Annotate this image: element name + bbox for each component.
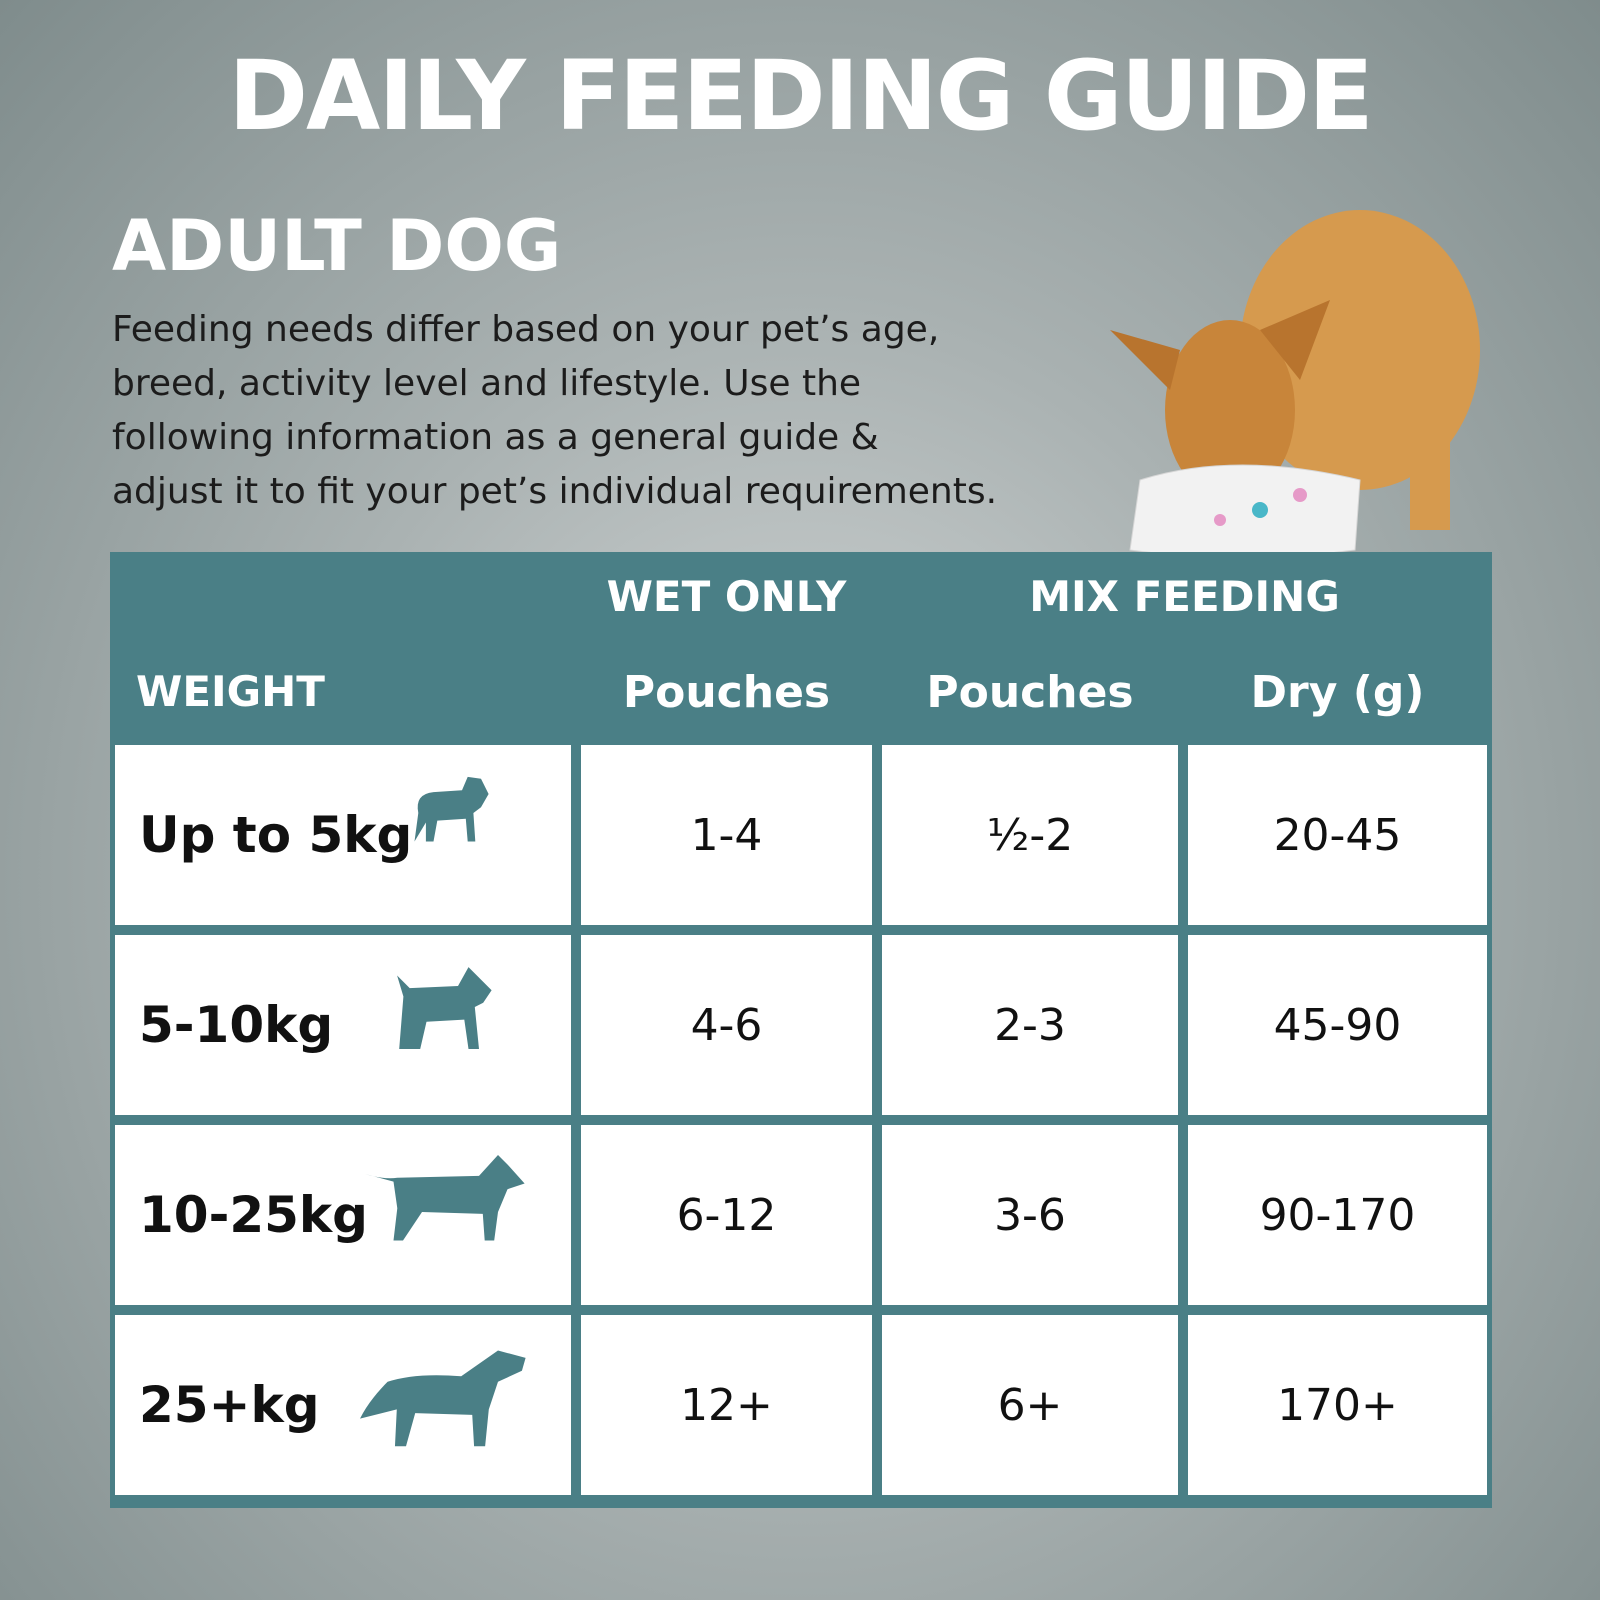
amount: ½-2 bbox=[986, 809, 1074, 861]
amount: 45-90 bbox=[1273, 999, 1402, 1051]
description-line: following information as a general guide… bbox=[112, 417, 879, 458]
amount: 170+ bbox=[1277, 1379, 1398, 1431]
amount: 6+ bbox=[997, 1379, 1063, 1431]
amount: 6-12 bbox=[676, 1189, 777, 1241]
value-cell: 45-90 bbox=[1188, 935, 1487, 1115]
weight-label: 5-10kg bbox=[139, 996, 334, 1054]
value-cell: 6-12 bbox=[581, 1125, 872, 1305]
amount: 4-6 bbox=[690, 999, 763, 1051]
value-cell: 6+ bbox=[882, 1315, 1178, 1495]
weight-label: Up to 5kg bbox=[139, 806, 413, 864]
amount: 20-45 bbox=[1273, 809, 1402, 861]
weight-cell: Up to 5kg bbox=[115, 745, 571, 925]
weight-cell: 25+kg bbox=[115, 1315, 571, 1495]
value-cell: 12+ bbox=[581, 1315, 872, 1495]
column-header: WEIGHT bbox=[136, 667, 325, 716]
dog-icon bbox=[360, 1350, 526, 1447]
amount: 3-6 bbox=[994, 1189, 1066, 1241]
group-header: MIX FEEDING bbox=[1029, 572, 1340, 621]
weight-label: 25+kg bbox=[139, 1376, 320, 1434]
value-cell: 90-170 bbox=[1188, 1125, 1487, 1305]
dog-photo bbox=[1110, 210, 1480, 558]
amount: 90-170 bbox=[1259, 1189, 1416, 1241]
feeding-table: WET ONLY MIX FEEDING WEIGHT Pouches Pouches D… bbox=[110, 552, 1492, 1508]
value-cell: 3-6 bbox=[882, 1125, 1178, 1305]
description: Feeding needs differ based on your pet’s… bbox=[112, 303, 997, 519]
dog-icon bbox=[397, 967, 492, 1049]
value-cell: 20-45 bbox=[1188, 745, 1487, 925]
description-line: adjust it to fit your pet’s individual r… bbox=[112, 471, 998, 512]
value-cell: 170+ bbox=[1188, 1315, 1487, 1495]
amount: 1-4 bbox=[690, 809, 763, 861]
value-cell: 1-4 bbox=[581, 745, 872, 925]
dog-icon bbox=[365, 1155, 525, 1241]
amount: 2-3 bbox=[994, 999, 1066, 1051]
dog-icon bbox=[414, 776, 489, 842]
value-cell: 4-6 bbox=[581, 935, 872, 1115]
amount: 12+ bbox=[680, 1379, 773, 1431]
group-header: WET ONLY bbox=[606, 572, 847, 621]
description-line: Feeding needs differ based on your pet’s… bbox=[112, 309, 940, 350]
description-line: breed, activity level and lifestyle. Use… bbox=[112, 363, 862, 404]
value-cell: 2-3 bbox=[882, 935, 1178, 1115]
column-header: Pouches bbox=[622, 667, 831, 718]
weight-cell: 10-25kg bbox=[115, 1125, 571, 1305]
title: DAILY FEEDING GUIDE bbox=[228, 40, 1373, 152]
weight-cell: 5-10kg bbox=[115, 935, 571, 1115]
weight-label: 10-25kg bbox=[139, 1186, 368, 1244]
column-header: Pouches bbox=[926, 667, 1134, 718]
value-cell: ½-2 bbox=[882, 745, 1178, 925]
column-header: Dry (g) bbox=[1250, 667, 1425, 718]
subtitle: ADULT DOG bbox=[112, 205, 562, 287]
